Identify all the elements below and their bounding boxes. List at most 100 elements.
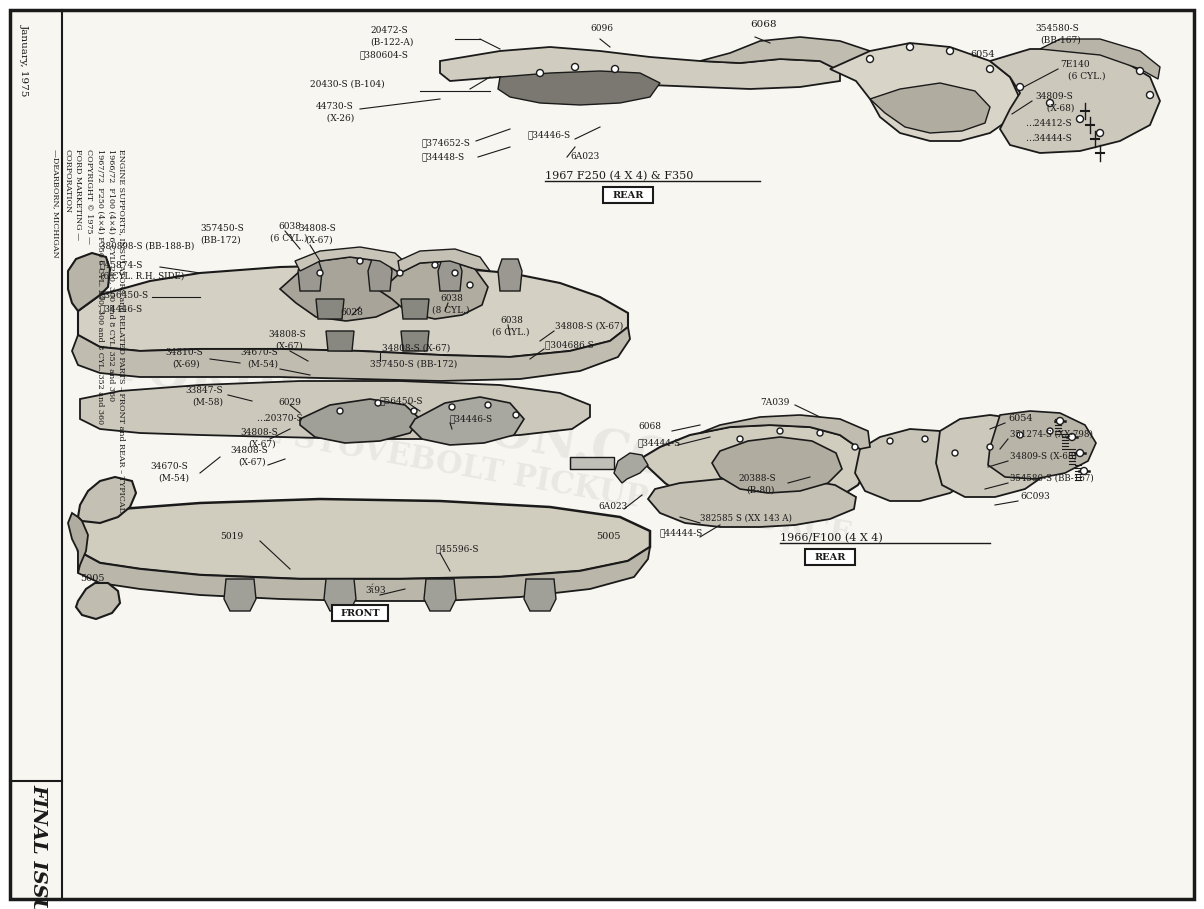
Text: (6 CYL.): (6 CYL.) (270, 234, 307, 243)
Polygon shape (988, 411, 1096, 479)
Text: ★304686 S: ★304686 S (545, 340, 594, 349)
Text: 354580-S (BB-167): 354580-S (BB-167) (1010, 474, 1093, 483)
Text: 6038: 6038 (439, 294, 462, 303)
Polygon shape (990, 49, 1159, 153)
Polygon shape (399, 249, 490, 273)
Circle shape (922, 436, 928, 442)
Circle shape (612, 65, 619, 73)
Text: 380898-S (BB-188-B): 380898-S (BB-188-B) (100, 242, 194, 251)
Circle shape (358, 258, 362, 264)
Text: 34670-S: 34670-S (150, 462, 188, 471)
Text: January, 1975: January, 1975 (20, 24, 29, 96)
Circle shape (374, 400, 380, 406)
Circle shape (1046, 99, 1054, 106)
Circle shape (1137, 67, 1144, 75)
Text: 1967 F250 (4 X 4) & F350: 1967 F250 (4 X 4) & F350 (545, 171, 694, 181)
Polygon shape (439, 47, 840, 89)
Text: 6038: 6038 (500, 316, 523, 325)
Text: 6038: 6038 (278, 222, 301, 231)
Circle shape (317, 270, 323, 276)
Text: 6096: 6096 (590, 24, 613, 33)
Text: ★56450-S: ★56450-S (380, 396, 424, 405)
Text: (M-58): (M-58) (191, 398, 223, 407)
Circle shape (1016, 84, 1023, 91)
Text: 7E140: 7E140 (1060, 60, 1090, 69)
Bar (332, 605, 388, 621)
Text: ★34446-S: ★34446-S (100, 304, 143, 313)
Text: (6 CYL. R.H. SIDE): (6 CYL. R.H. SIDE) (100, 272, 184, 281)
Text: 1966/F100 (4 X 4): 1966/F100 (4 X 4) (780, 533, 883, 543)
Circle shape (1017, 432, 1023, 438)
Text: 20388-S: 20388-S (738, 474, 775, 483)
Text: (BB-172): (BB-172) (200, 236, 241, 245)
Text: 357450-S (BB-172): 357450-S (BB-172) (370, 360, 458, 369)
Text: ★45874-S: ★45874-S (100, 260, 143, 269)
Polygon shape (67, 253, 110, 311)
Text: (B-80): (B-80) (746, 486, 774, 495)
Text: 7A039: 7A039 (760, 398, 790, 407)
Text: (X-69): (X-69) (172, 360, 200, 369)
Text: (X-26): (X-26) (325, 114, 354, 123)
Polygon shape (524, 579, 556, 611)
Polygon shape (299, 259, 321, 291)
Polygon shape (79, 381, 590, 439)
Polygon shape (712, 437, 842, 493)
Circle shape (1097, 129, 1104, 136)
Text: ★356450-S: ★356450-S (100, 290, 149, 299)
Text: 357450-S: 357450-S (200, 224, 243, 233)
Text: 34808-S: 34808-S (268, 330, 306, 339)
Text: 6A023: 6A023 (569, 152, 600, 161)
Circle shape (452, 270, 458, 276)
Text: REAR: REAR (814, 553, 845, 562)
Polygon shape (438, 259, 462, 291)
Circle shape (987, 444, 993, 450)
Text: 5019: 5019 (220, 532, 243, 541)
Text: (X-67): (X-67) (305, 236, 332, 245)
Text: 34808-S: 34808-S (299, 224, 336, 233)
Text: 6C093: 6C093 (1020, 492, 1050, 501)
Text: 5005: 5005 (596, 532, 620, 541)
Polygon shape (614, 453, 648, 483)
Polygon shape (380, 261, 488, 319)
Polygon shape (641, 425, 868, 511)
Polygon shape (300, 399, 420, 443)
Text: ★34446-S: ★34446-S (450, 414, 494, 423)
Text: (8 CYL.): (8 CYL.) (432, 306, 470, 315)
Text: ENGINE SUPPORTS, INSULATORS and RELATED PARTS – FRONT and REAR – TYPICAL
1966/72: ENGINE SUPPORTS, INSULATORS and RELATED … (52, 149, 126, 512)
Circle shape (467, 282, 473, 288)
Circle shape (513, 412, 519, 418)
Polygon shape (324, 579, 356, 611)
Circle shape (952, 450, 958, 456)
Text: 20430-S (B-104): 20430-S (B-104) (309, 80, 384, 89)
Text: FRONT: FRONT (341, 608, 379, 617)
Text: (X-67): (X-67) (275, 342, 302, 351)
Text: (B-122-A): (B-122-A) (370, 38, 413, 47)
Text: 351274-S (XX-798): 351274-S (XX-798) (1010, 430, 1093, 439)
Polygon shape (78, 547, 650, 601)
Text: (X-68): (X-68) (1045, 104, 1074, 113)
Text: ★45596-S: ★45596-S (435, 544, 478, 553)
Polygon shape (315, 299, 344, 319)
Text: 5005: 5005 (79, 574, 105, 583)
Text: FINAL ISSUE: FINAL ISSUE (29, 784, 47, 909)
Text: THE STOVEBOLT PICKUP RESOURCE: THE STOVEBOLT PICKUP RESOURCE (206, 407, 854, 551)
Polygon shape (700, 37, 880, 77)
Polygon shape (72, 327, 630, 381)
Text: 6028: 6028 (340, 308, 362, 317)
Text: FORDIFICATION.COM: FORDIFICATION.COM (108, 341, 732, 497)
Text: 3ΐ93: 3ΐ93 (365, 585, 385, 595)
Text: 34809-S: 34809-S (1035, 92, 1073, 101)
Polygon shape (326, 331, 354, 351)
Polygon shape (870, 83, 990, 133)
Text: …20370-S: …20370-S (256, 414, 302, 423)
Text: 6054: 6054 (970, 50, 995, 59)
Text: 382585 S (XX 143 A): 382585 S (XX 143 A) (700, 514, 792, 523)
Circle shape (572, 64, 578, 71)
Text: ★34446-S: ★34446-S (529, 130, 571, 139)
Text: (6 CYL.): (6 CYL.) (492, 328, 530, 337)
Polygon shape (78, 265, 628, 357)
Text: ★374652-S: ★374652-S (421, 138, 471, 147)
Text: (M-54): (M-54) (158, 474, 189, 483)
Polygon shape (936, 415, 1055, 497)
Polygon shape (281, 257, 408, 321)
